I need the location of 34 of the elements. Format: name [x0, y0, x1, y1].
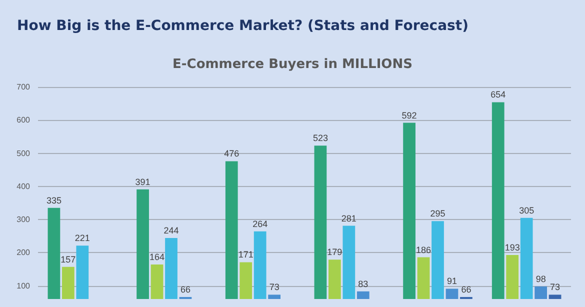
- data-label: 73: [269, 282, 280, 292]
- y-tick-label: 500: [16, 148, 31, 158]
- data-label: 98: [536, 274, 546, 284]
- chart-title: How Big is the E-Commerce Market? (Stats and Forecast): [17, 18, 468, 34]
- data-label: 193: [504, 242, 520, 252]
- y-tick-label: 200: [16, 248, 31, 258]
- y-tick-label: 700: [16, 82, 31, 92]
- data-label: 592: [402, 110, 417, 120]
- chart-subtitle: E-Commerce Buyers in MILLIONS: [172, 57, 412, 72]
- data-label: 295: [430, 208, 446, 219]
- data-label: 244: [164, 226, 179, 236]
- data-label: 83: [358, 278, 368, 289]
- data-label: 391: [135, 176, 150, 187]
- data-label: 179: [327, 247, 342, 258]
- data-label: 91: [446, 276, 457, 286]
- data-label: 221: [74, 233, 90, 244]
- data-label: 66: [180, 284, 190, 295]
- data-label: 305: [519, 205, 534, 216]
- y-tick-label: 600: [16, 116, 31, 125]
- data-label: 523: [312, 133, 328, 144]
- data-label: 186: [416, 244, 432, 255]
- data-label: 654: [490, 90, 506, 100]
- y-tick-label: 400: [16, 182, 31, 191]
- data-label: 335: [46, 195, 62, 206]
- y-tick-label: 100: [16, 281, 31, 290]
- data-label: 157: [60, 254, 76, 264]
- data-label: 281: [341, 213, 356, 224]
- data-label: 476: [224, 148, 240, 159]
- y-tick-label: 300: [16, 215, 31, 224]
- data-label: 73: [550, 282, 560, 292]
- data-label: 264: [252, 218, 268, 229]
- data-label: 171: [238, 250, 254, 260]
- data-label: 164: [150, 252, 165, 262]
- data-label: 66: [461, 284, 472, 295]
